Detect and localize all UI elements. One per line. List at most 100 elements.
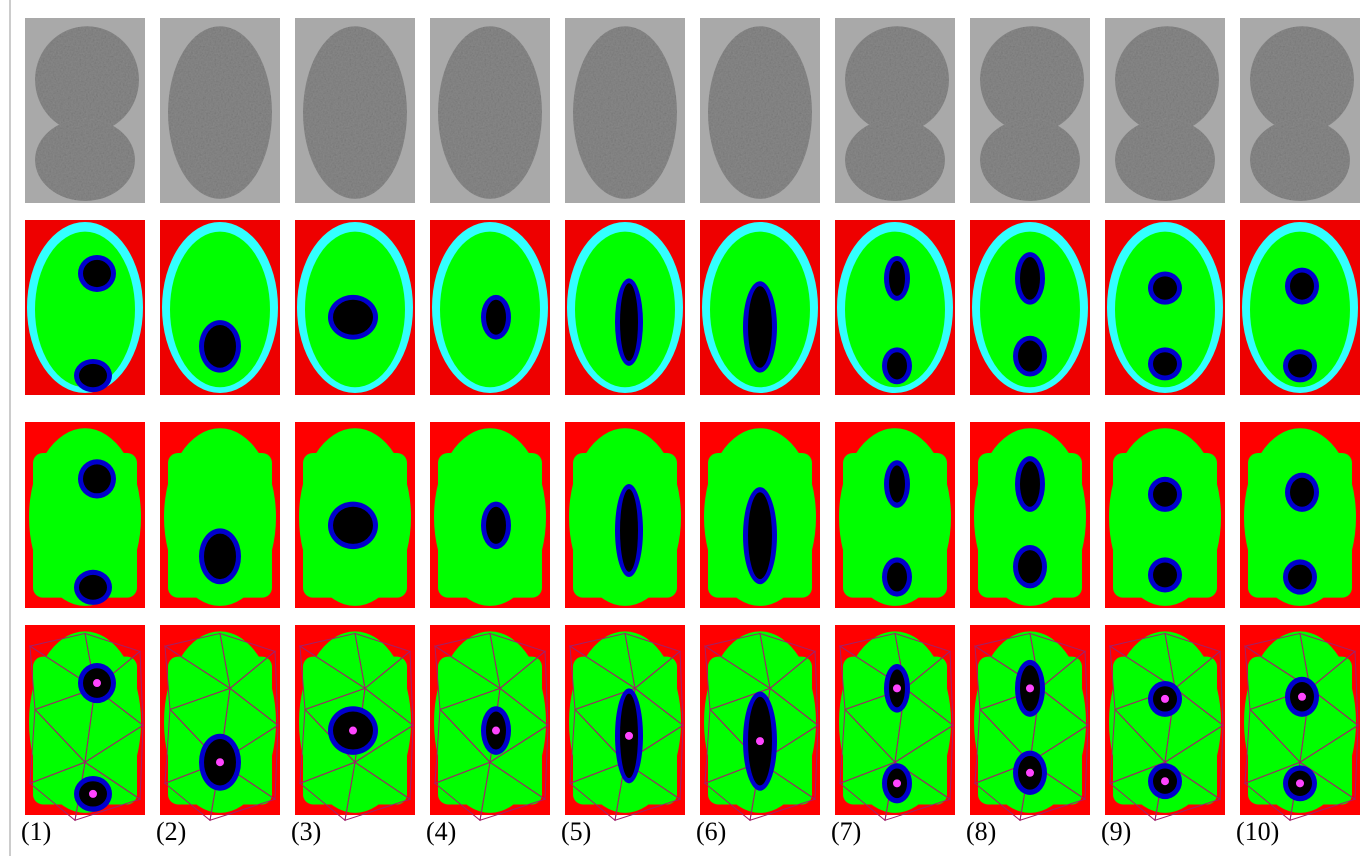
nucleus — [333, 506, 373, 544]
centroid — [1296, 779, 1304, 788]
panel-image — [295, 422, 415, 608]
mesh-triangle — [614, 761, 682, 822]
nucleus — [620, 489, 638, 572]
cell-body-fill — [1113, 453, 1217, 598]
cell-body-fill — [843, 656, 947, 805]
panel-label: (10) — [1236, 817, 1279, 846]
nucleus — [1020, 461, 1040, 507]
panel-image — [1105, 220, 1225, 395]
nucleus — [79, 363, 107, 388]
panel-image — [970, 220, 1090, 395]
cell-upper — [1115, 26, 1219, 134]
panel-image — [970, 422, 1090, 608]
cell-body — [1115, 231, 1215, 388]
nucleus — [1288, 564, 1312, 590]
cell-lower — [1115, 118, 1215, 201]
nucleus — [1153, 276, 1177, 300]
centroid — [756, 737, 764, 746]
cell-body-fill — [1248, 656, 1352, 805]
panel-image — [835, 18, 955, 203]
cell-body — [980, 231, 1080, 388]
nucleus — [1288, 354, 1312, 378]
panel-label: (5) — [561, 817, 591, 846]
panel-label: (7) — [831, 817, 861, 846]
nucleus — [889, 260, 905, 296]
centroid — [1026, 684, 1034, 693]
nucleus — [204, 325, 236, 368]
nucleus — [83, 259, 111, 288]
panel-label: (2) — [156, 817, 186, 846]
mesh-triangle — [209, 761, 277, 822]
cell-body-fill — [1248, 453, 1352, 598]
panel-image — [835, 220, 955, 395]
panel-image — [835, 422, 955, 608]
panel-image — [700, 220, 820, 395]
cell-body — [170, 231, 270, 388]
panel-image — [430, 625, 550, 822]
panel-image — [295, 625, 415, 822]
cell-lower — [845, 118, 945, 201]
panel-image — [160, 18, 280, 203]
cell — [168, 26, 272, 199]
panel-image — [565, 625, 685, 822]
cell-body-fill — [168, 453, 272, 598]
cell — [573, 26, 677, 199]
nucleus — [748, 286, 772, 368]
panel-image — [565, 18, 685, 203]
panel-image — [565, 220, 685, 395]
panel-image — [160, 220, 280, 395]
nucleus — [79, 574, 107, 600]
mesh-triangle — [749, 761, 817, 822]
cell-body-fill — [843, 453, 947, 598]
panel-image — [970, 625, 1090, 822]
panel-image — [430, 220, 550, 395]
centroid — [492, 726, 500, 735]
panel-image — [700, 625, 820, 822]
panel-image — [25, 220, 145, 395]
panel-image — [700, 422, 820, 608]
mesh-triangle — [344, 761, 412, 822]
panel-label: (9) — [1101, 817, 1131, 846]
panel-image — [295, 18, 415, 203]
cell-upper — [35, 26, 139, 134]
cell-body-fill — [978, 453, 1082, 598]
cell-upper — [845, 26, 949, 134]
nucleus — [1290, 272, 1314, 300]
panel-image — [1240, 625, 1360, 822]
cell-lower — [1250, 118, 1350, 201]
nucleus — [83, 464, 111, 494]
panel-label: (6) — [696, 817, 726, 846]
panel-image — [1240, 220, 1360, 395]
centroid — [89, 789, 97, 798]
panel-image — [565, 422, 685, 608]
nucleus — [1290, 477, 1314, 507]
centroid — [93, 679, 101, 688]
panel-image — [25, 18, 145, 203]
nucleus — [1153, 481, 1177, 507]
cell-lower — [980, 118, 1080, 201]
cell-body-fill — [978, 656, 1082, 805]
centroid — [1161, 777, 1169, 786]
panel-image — [160, 625, 280, 822]
cell-body-fill — [1113, 656, 1217, 805]
cell — [303, 26, 407, 199]
nucleus — [748, 492, 772, 580]
nucleus — [204, 533, 236, 580]
nucleus — [1020, 256, 1040, 300]
centroid — [216, 758, 224, 767]
panel-image — [430, 18, 550, 203]
panel-image — [160, 422, 280, 608]
cell-lower — [35, 118, 135, 201]
centroid — [625, 731, 633, 740]
cell-upper — [1250, 26, 1354, 134]
nucleus — [486, 299, 506, 335]
centroid — [1161, 694, 1169, 703]
nucleus — [889, 465, 905, 503]
panel-image — [295, 220, 415, 395]
panel-image — [430, 422, 550, 608]
panel-image — [835, 625, 955, 822]
centroid — [1026, 768, 1034, 777]
centroid — [893, 684, 901, 693]
panel-image — [700, 18, 820, 203]
